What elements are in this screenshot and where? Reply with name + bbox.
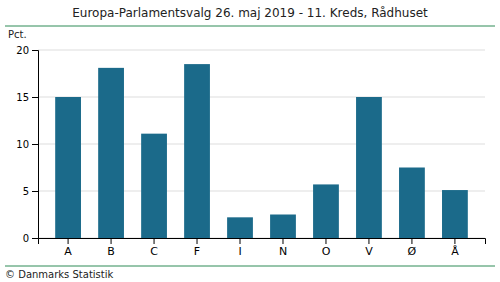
x-tick-mark [411, 238, 412, 244]
x-tick-mark [154, 238, 155, 244]
y-tick-mark [32, 191, 38, 192]
chart: Europa-Parlamentsvalg 26. maj 2019 - 11.… [0, 0, 500, 282]
y-tick-label: 15 [16, 92, 29, 103]
bars [55, 64, 468, 238]
y-tick: 5 [23, 186, 38, 197]
x-tick-label: F [194, 245, 200, 258]
bar [184, 64, 210, 238]
y-tick-label: 20 [16, 45, 29, 56]
bar [55, 97, 81, 238]
bar [356, 97, 382, 238]
bar [270, 215, 296, 239]
bar [227, 217, 253, 238]
x-tick-mark [240, 238, 241, 244]
x-tick: Ø [408, 238, 417, 258]
x-tick-label: B [107, 245, 115, 258]
x-tick: Å [451, 238, 459, 258]
x-tick: I [238, 238, 241, 258]
x-tick: F [194, 238, 200, 258]
x-tick-mark [325, 238, 326, 244]
footer: © Danmarks Statistik [5, 269, 114, 280]
x-tick-mark [368, 238, 369, 244]
y-tick: 10 [16, 139, 38, 150]
y-tick: 15 [16, 92, 38, 103]
x-tick: O [322, 238, 331, 258]
y-tick-mark [32, 238, 38, 239]
x-tick-label: I [238, 245, 241, 258]
x-tick: N [279, 238, 287, 258]
x-tick-mark [282, 238, 283, 244]
bar [141, 134, 167, 238]
x-tick-label: O [322, 245, 331, 258]
bar [313, 184, 339, 238]
y-tick-mark [32, 144, 38, 145]
y-axis: 0 5 10 15 20 [16, 45, 38, 244]
x-tick: A [64, 238, 72, 258]
y-tick-mark [32, 97, 38, 98]
title: Europa-Parlamentsvalg 26. maj 2019 - 11.… [72, 6, 428, 20]
y-tick: 20 [16, 45, 38, 56]
x-tick-label: V [365, 245, 373, 258]
x-tick-label: Ø [408, 245, 417, 258]
x-tick-label: Å [451, 245, 459, 258]
y-label: Pct. [8, 29, 27, 40]
x-tick-label: N [279, 245, 287, 258]
x-tick-label: A [64, 245, 72, 258]
x-tick-mark [68, 238, 69, 244]
bar [442, 190, 468, 238]
footer-rule [5, 266, 495, 267]
x-tick: B [107, 238, 115, 258]
y-tick-label: 10 [16, 139, 29, 150]
plot: 0 5 10 15 20 A B C F I N O V Ø Å [16, 45, 485, 258]
x-tick-mark [111, 238, 112, 244]
y-tick: 0 [23, 233, 38, 244]
x-tick-mark [197, 238, 198, 244]
y-tick-label: 0 [23, 233, 29, 244]
title-rule [5, 26, 495, 27]
x-tick: C [150, 238, 158, 258]
y-tick-mark [32, 50, 38, 51]
grid [38, 50, 485, 238]
x-tick-label: C [150, 245, 158, 258]
x-axis-line [39, 239, 486, 245]
y-tick-label: 5 [23, 186, 29, 197]
y-axis-line [32, 51, 39, 239]
grid-line [38, 50, 485, 51]
x-tick: V [365, 238, 373, 258]
x-axis: ABCFINOVØÅ [39, 238, 486, 258]
bar [399, 168, 425, 239]
bar [98, 68, 124, 238]
x-tick-mark [454, 238, 455, 244]
